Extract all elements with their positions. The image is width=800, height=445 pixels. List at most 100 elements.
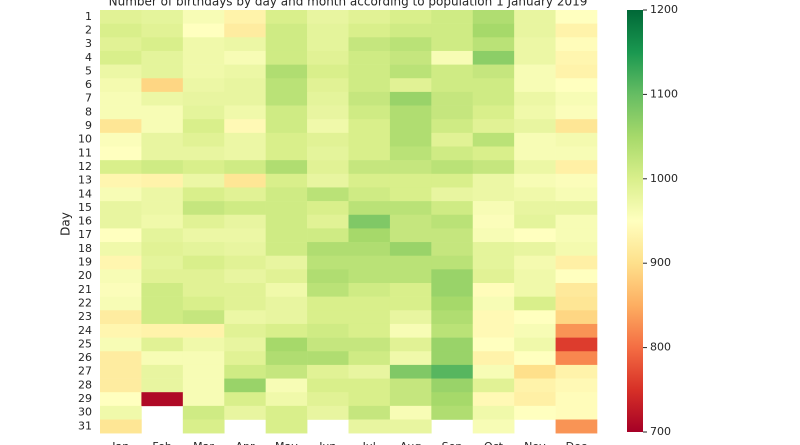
heatmap-cell xyxy=(472,255,515,270)
heatmap-cell xyxy=(141,23,184,38)
heatmap-cell xyxy=(348,214,391,229)
heatmap-cell xyxy=(472,146,515,161)
heatmap-cell xyxy=(514,296,556,311)
heatmap-cell xyxy=(431,228,474,243)
heatmap-cell xyxy=(514,364,556,379)
y-tick-label: 24 xyxy=(78,324,92,337)
heatmap-cell xyxy=(100,310,142,325)
heatmap-cell xyxy=(265,187,308,202)
heatmap-cell xyxy=(514,242,556,256)
heatmap-cell xyxy=(307,105,349,120)
heatmap-cell xyxy=(265,364,308,379)
heatmap-cell xyxy=(182,392,225,407)
heatmap-cell xyxy=(307,119,349,134)
heatmap-cell xyxy=(431,78,474,93)
heatmap-cell xyxy=(389,419,432,434)
heatmap-cell xyxy=(307,392,349,407)
y-tick-label: 21 xyxy=(78,283,92,296)
heatmap-cell xyxy=(555,37,598,52)
heatmap-cell xyxy=(141,255,184,270)
heatmap-cell xyxy=(224,37,266,52)
heatmap-cell xyxy=(307,160,349,175)
heatmap-cell xyxy=(182,64,225,79)
heatmap-cell xyxy=(389,269,432,284)
heatmap-cell xyxy=(265,310,308,325)
heatmap-cell xyxy=(431,201,474,216)
heatmap-cell xyxy=(182,201,225,216)
heatmap-cell xyxy=(389,378,432,393)
heatmap-cell xyxy=(472,228,515,243)
heatmap-cell xyxy=(182,50,225,65)
heatmap-cell xyxy=(307,242,349,256)
heatmap-cell xyxy=(514,283,556,297)
heatmap-cell xyxy=(141,228,184,243)
heatmap-cell xyxy=(265,323,308,338)
heatmap-cell xyxy=(307,146,349,161)
heatmap-cell xyxy=(224,64,266,79)
heatmap-cell xyxy=(389,10,432,24)
heatmap-cell xyxy=(141,146,184,161)
heatmap-cell xyxy=(141,105,184,120)
heatmap-cell xyxy=(141,119,184,134)
heatmap-cell xyxy=(555,419,598,434)
heatmap-cell xyxy=(555,23,598,38)
chart-title: Number of birthdays by day and month acc… xyxy=(109,0,588,9)
heatmap-cell xyxy=(389,392,432,407)
heatmap-cell xyxy=(514,160,556,175)
y-tick-label: 19 xyxy=(78,256,92,269)
heatmap-cell xyxy=(555,91,598,106)
heatmap-cell xyxy=(265,419,308,434)
heatmap-cell xyxy=(224,310,266,325)
heatmap-cell xyxy=(265,201,308,216)
heatmap-cell xyxy=(389,160,432,175)
heatmap-cell xyxy=(389,364,432,379)
heatmap-cell xyxy=(100,228,142,243)
heatmap-cell xyxy=(514,146,556,161)
heatmap-cell xyxy=(514,91,556,106)
heatmap-cell xyxy=(389,214,432,229)
heatmap-cell xyxy=(348,105,391,120)
y-tick-label: 17 xyxy=(78,228,92,241)
heatmap-cell xyxy=(307,351,349,366)
y-tick-label: 18 xyxy=(78,242,92,255)
heatmap-cell xyxy=(307,323,349,338)
heatmap-cell xyxy=(182,351,225,366)
heatmap-cell xyxy=(265,228,308,243)
heatmap-cell xyxy=(141,37,184,52)
heatmap-cell xyxy=(472,364,515,379)
heatmap-cell xyxy=(265,132,308,147)
heatmap-cell xyxy=(348,91,391,106)
heatmap-cell xyxy=(514,337,556,352)
heatmap-cell xyxy=(100,201,142,216)
heatmap-cell xyxy=(307,23,349,38)
heatmap-cell xyxy=(141,173,184,188)
heatmap-cell xyxy=(431,50,474,65)
heatmap-cell xyxy=(182,37,225,52)
heatmap-cell xyxy=(431,255,474,270)
heatmap-cell xyxy=(472,378,515,393)
heatmap-cell xyxy=(348,323,391,338)
heatmap-cell xyxy=(307,50,349,65)
y-tick-label: 3 xyxy=(85,37,92,50)
heatmap-cell xyxy=(472,105,515,120)
heatmap-cell xyxy=(265,91,308,106)
heatmap-cell xyxy=(182,119,225,134)
heatmap-cell xyxy=(555,10,598,24)
heatmap-cell xyxy=(431,37,474,52)
heatmap-cell xyxy=(431,173,474,188)
heatmap-cell xyxy=(348,132,391,147)
heatmap-cell xyxy=(224,337,266,352)
heatmap-cell xyxy=(141,323,184,338)
heatmap-cell xyxy=(472,119,515,134)
heatmap-cell xyxy=(431,337,474,352)
y-tick-label: 31 xyxy=(78,419,92,432)
heatmap-cell xyxy=(348,242,391,256)
heatmap-cell xyxy=(100,10,142,24)
heatmap-cell xyxy=(224,187,266,202)
y-tick-label: 30 xyxy=(78,406,92,419)
heatmap-cell xyxy=(431,296,474,311)
heatmap-cell xyxy=(514,105,556,120)
x-tick-label: May xyxy=(275,440,298,445)
heatmap-cell xyxy=(182,78,225,93)
heatmap-cell xyxy=(431,351,474,366)
